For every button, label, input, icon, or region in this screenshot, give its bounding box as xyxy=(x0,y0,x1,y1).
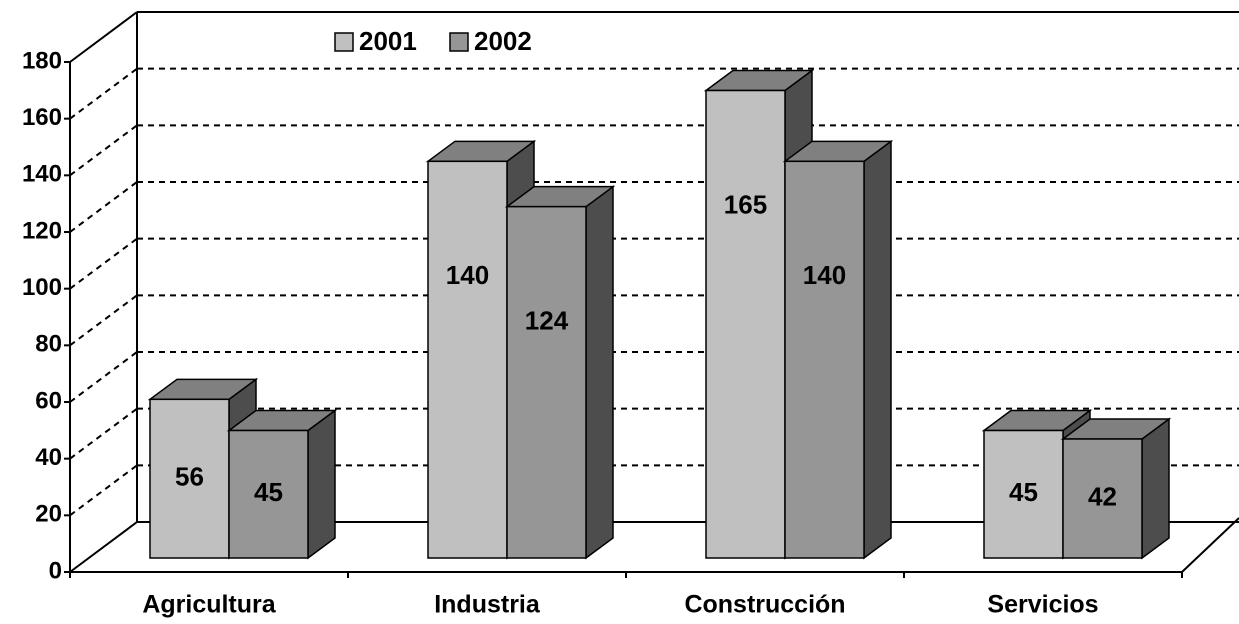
x-tick-label: Servicios xyxy=(987,591,1098,619)
left-wall-top xyxy=(69,11,138,63)
grid-line xyxy=(69,181,138,233)
x-tick-label: Construcción xyxy=(684,591,845,619)
y-tick-label: 20 xyxy=(35,501,62,528)
y-tick-label: 40 xyxy=(35,444,62,471)
bar xyxy=(149,398,230,559)
grid-line xyxy=(69,351,138,403)
value-label: 56 xyxy=(175,462,204,492)
bar-side xyxy=(863,139,892,560)
bar-side xyxy=(307,409,336,560)
y-tick-label: 0 xyxy=(49,557,62,584)
x-tick-label: Industria xyxy=(434,591,541,619)
y-tick-label: 160 xyxy=(22,104,62,131)
legend-label: 2001 xyxy=(359,26,417,56)
y-tick-label: 140 xyxy=(22,161,62,188)
legend-swatch xyxy=(334,32,354,52)
grid-line xyxy=(69,294,138,347)
grid-line xyxy=(69,237,138,290)
value-label: 165 xyxy=(724,189,767,219)
x-tick-label: Agricultura xyxy=(142,591,276,619)
y-tick-label: 120 xyxy=(22,217,62,244)
grid-line xyxy=(69,407,138,460)
bar xyxy=(1062,438,1143,559)
bar xyxy=(506,205,587,559)
bar xyxy=(228,429,309,559)
bar xyxy=(784,160,865,559)
value-label: 124 xyxy=(525,306,569,336)
value-label: 140 xyxy=(803,260,846,290)
grid-line xyxy=(69,67,138,120)
bar xyxy=(983,429,1064,559)
bar-side xyxy=(585,185,614,560)
y-tick-label: 80 xyxy=(35,331,62,358)
grid-line xyxy=(69,124,138,177)
legend-swatch xyxy=(449,32,469,52)
bar xyxy=(705,89,786,559)
y-tick-label: 60 xyxy=(35,387,62,414)
value-label: 45 xyxy=(1009,477,1038,507)
y-tick-label: 100 xyxy=(22,274,62,301)
bar-side xyxy=(1141,417,1170,560)
bar xyxy=(427,160,508,559)
grid-line xyxy=(69,464,138,517)
value-label: 140 xyxy=(446,260,489,290)
value-label: 45 xyxy=(254,477,283,507)
legend-label: 2002 xyxy=(474,26,532,56)
value-label: 42 xyxy=(1088,481,1117,511)
y-tick-label: 180 xyxy=(22,47,62,74)
